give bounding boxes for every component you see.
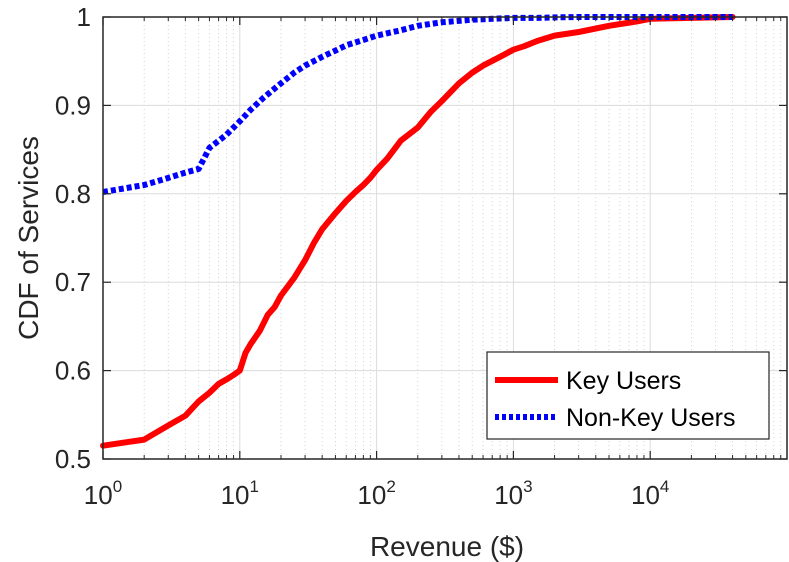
y-tick-label: 0.6 [55,356,91,386]
y-tick-labels: 0.5 0.6 0.7 0.8 0.9 1 [55,2,91,474]
y-tick-label: 0.9 [55,90,91,120]
legend: Key Users Non-Key Users [486,351,770,440]
x-tick-label: 102 [357,477,395,510]
y-tick-label: 0.5 [55,444,91,474]
y-tick-label: 0.7 [55,267,91,297]
tick-marks [102,16,787,460]
legend-box [486,351,770,440]
x-tick-label: 103 [494,477,532,510]
series-line-non-key-users [102,14,733,195]
x-tick-label: 100 [84,477,122,510]
y-axis-label: CDF of Services [13,136,44,340]
axes-box [102,16,788,460]
series-layer [100,14,736,449]
x-axis-label: Revenue ($) [370,531,524,562]
legend-label-non-key-users: Non-Key Users [566,404,736,432]
y-tick-label: 0.8 [55,179,91,209]
series-line-key-users [100,14,736,449]
x-tick-label: 104 [631,477,669,510]
x-tick-labels: 100 101 102 103 104 [84,477,670,510]
legend-label-key-users: Key Users [566,367,681,395]
x-tick-label: 101 [221,477,259,510]
y-tick-label: 1 [77,2,91,32]
